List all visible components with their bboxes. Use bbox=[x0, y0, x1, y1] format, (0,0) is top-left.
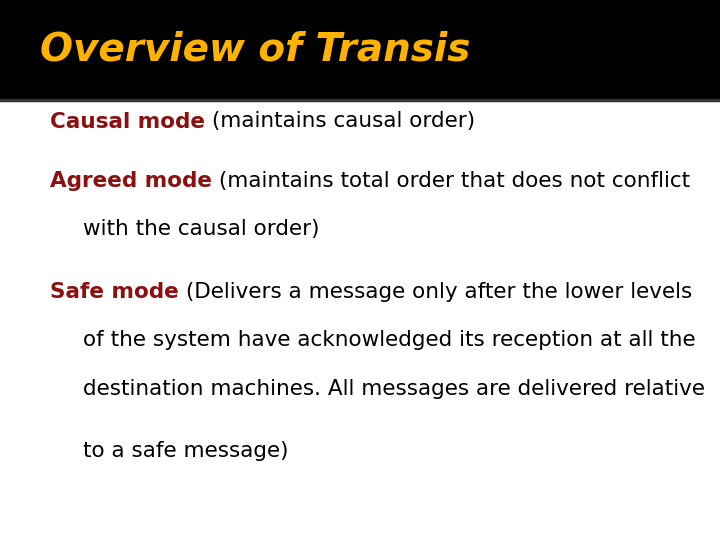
Text: with the causal order): with the causal order) bbox=[83, 219, 319, 240]
Text: destination machines. All messages are delivered relative: destination machines. All messages are d… bbox=[83, 379, 705, 399]
Text: Safe mode: Safe mode bbox=[50, 281, 179, 302]
Text: Causal mode: Causal mode bbox=[50, 111, 205, 132]
Text: (Delivers a message only after the lower levels: (Delivers a message only after the lower… bbox=[179, 281, 693, 302]
Text: (maintains total order that does not conflict: (maintains total order that does not con… bbox=[212, 171, 690, 191]
Text: to a safe message): to a safe message) bbox=[83, 441, 288, 461]
Text: Overview of Transis: Overview of Transis bbox=[40, 31, 470, 69]
Bar bbox=[0, 0, 720, 100]
Text: Agreed mode: Agreed mode bbox=[50, 171, 212, 191]
Text: of the system have acknowledged its reception at all the: of the system have acknowledged its rece… bbox=[83, 330, 696, 350]
Text: (maintains causal order): (maintains causal order) bbox=[205, 111, 475, 132]
